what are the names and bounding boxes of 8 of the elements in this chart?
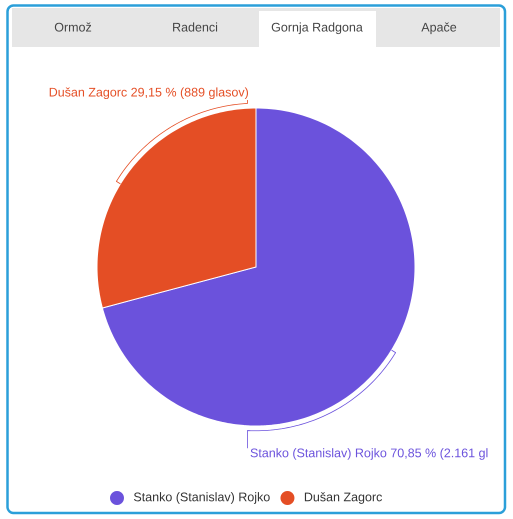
data-label: Stanko (Stanislav) Rojko 70,85 % (2.161 gl xyxy=(250,448,488,460)
text: Gornja Radgona xyxy=(272,22,363,34)
legend-label: Dušan Zagorc xyxy=(304,492,382,504)
text: Apače xyxy=(421,22,456,34)
text: Radenci xyxy=(173,22,218,32)
legend-label: Stanko (Stanislav) Rojko xyxy=(134,492,270,504)
data-label: Dušan Zagorc 29,15 % (889 glasov) xyxy=(50,87,248,100)
text: Ormož xyxy=(54,22,92,32)
